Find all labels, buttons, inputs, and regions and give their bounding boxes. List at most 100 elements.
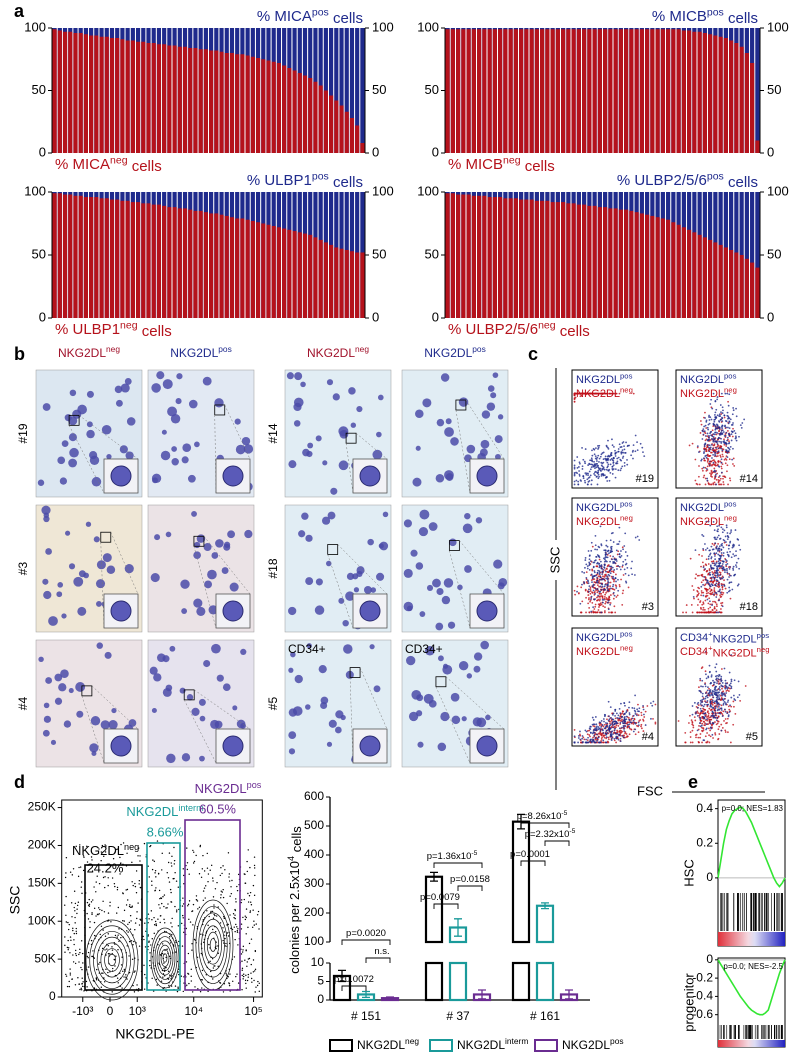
event-dot [701,603,704,606]
event-dot [723,692,725,695]
event-dot [149,960,151,962]
event-dot [619,568,622,571]
cell [448,538,457,547]
event-dot [188,873,190,875]
event-dot [217,906,219,908]
event-dot [186,984,188,986]
event-dot [710,611,713,614]
event-dot [701,692,704,695]
event-dot [614,577,617,580]
neg-bar [498,29,503,153]
event-dot [592,565,595,568]
event-dot [704,583,707,586]
zoom-cell [359,465,381,487]
event-dot [601,467,604,470]
event-dot [147,913,150,915]
event-dot [598,724,601,727]
event-dot [97,907,100,909]
event-dot [185,927,187,930]
event-dot [95,881,97,883]
event-dot [607,447,610,450]
event-dot [606,565,609,568]
event-dot [701,533,704,536]
event-dot [724,687,727,690]
cell [382,511,389,518]
event-dot [715,483,718,486]
event-dot [640,727,643,730]
neg-bar [555,29,560,153]
cell [473,665,481,673]
event-dot [199,844,202,847]
event-dot [718,687,720,690]
event-dot [69,871,72,873]
event-dot [708,464,711,467]
cell [464,512,471,520]
cell [77,606,87,616]
event-dot [81,977,83,979]
event-dot [116,848,119,850]
event-dot [92,955,94,958]
event-dot [715,719,718,722]
event-dot [595,723,598,726]
event-dot [713,590,716,593]
cell [102,553,112,563]
event-dot [595,466,598,469]
event-dot [706,579,709,582]
event-dot [575,479,578,482]
event-dot [226,932,229,934]
event-dot [712,715,715,717]
event-dot [612,461,615,464]
event-dot [711,733,714,736]
event-dot [196,956,199,958]
zoom-cell [476,735,498,757]
event-dot [717,560,720,563]
event-dot [691,611,694,614]
cell [229,582,239,592]
event-dot [618,392,621,395]
event-dot [717,738,719,741]
event-dot [738,567,741,570]
event-dot [76,912,78,915]
event-dot [245,949,247,952]
cell [42,729,50,737]
event-dot [705,450,708,453]
event-dot [585,563,588,566]
cell [335,726,342,734]
event-dot [75,953,77,955]
event-dot [712,436,715,438]
cell [376,572,385,581]
event-dot [710,576,713,579]
event-dot [710,418,713,421]
event-dot [702,466,705,469]
event-dot [684,741,687,744]
event-dot [599,467,602,470]
event-dot [732,409,735,412]
event-dot [588,607,591,609]
event-dot [696,446,699,449]
event-dot [162,896,164,898]
event-dot [166,907,168,909]
event-dot [79,866,82,868]
event-dot [113,958,115,961]
event-dot [220,897,222,899]
cell [42,403,51,411]
event-dot [737,583,740,586]
event-dot [708,600,711,603]
event-dot [596,741,599,744]
event-dot [637,703,639,706]
event-dot [712,576,715,578]
event-dot [229,895,231,897]
event-dot [626,566,629,569]
event-dot [623,464,626,467]
event-dot [601,598,604,601]
event-dot [726,532,729,534]
event-dot [725,449,728,452]
event-dot [594,455,597,457]
event-dot [171,917,173,920]
event-dot [709,682,712,685]
event-dot [605,560,608,563]
event-dot [610,452,613,455]
event-dot [710,567,713,570]
event-dot [220,867,222,869]
cell [198,698,206,706]
